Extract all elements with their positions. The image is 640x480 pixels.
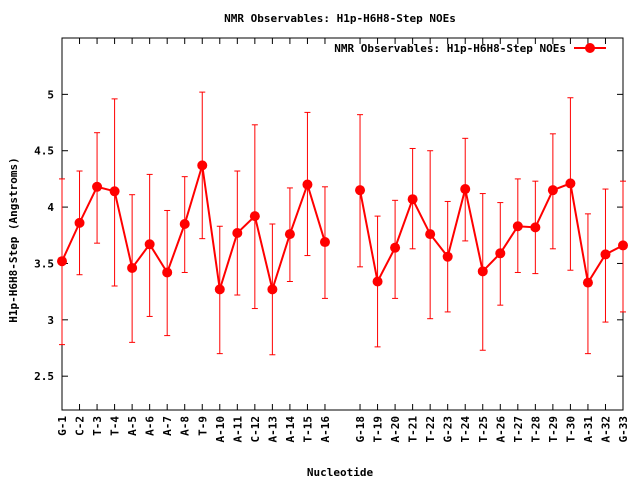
legend: NMR Observables: H1p-H6H8-Step NOEs (334, 42, 606, 55)
data-point (460, 184, 471, 195)
x-tick-label: A-8 (179, 416, 192, 436)
series-line (359, 182, 624, 286)
x-tick-label: T-27 (512, 416, 525, 443)
x-axis-label: Nucleotide (307, 466, 374, 479)
x-tick-label: G-1 (56, 416, 69, 436)
data-point (249, 211, 260, 222)
y-tick-label: 2.5 (34, 370, 54, 383)
y-tick-label: 4.5 (34, 145, 54, 158)
x-tick-label: A-6 (144, 416, 157, 436)
x-tick-label: T-3 (91, 416, 104, 436)
data-point (197, 160, 208, 171)
x-tick-label: A-16 (319, 416, 332, 443)
data-point (442, 251, 453, 262)
x-tick-label: T-19 (372, 416, 385, 443)
data-point (319, 237, 330, 248)
y-tick-label: 3.5 (34, 257, 54, 270)
x-tick-label: T-21 (407, 416, 420, 443)
data-point (477, 266, 488, 277)
x-tick-label: A-20 (389, 416, 402, 443)
data-point (109, 186, 120, 197)
data-point (390, 242, 401, 253)
x-tick-label: C-12 (249, 416, 262, 443)
x-tick-label: T-24 (459, 416, 472, 443)
plot-area: 2.5 3 3.5 4 4.5 5 G-1 C-2 T-3 T-4 A-5 A-6 A-7 A-8 T-9 A… (34, 37, 630, 443)
data-point (565, 178, 576, 189)
x-tick-label: T-25 (477, 416, 490, 443)
legend-label: NMR Observables: H1p-H6H8-Step NOEs (334, 42, 566, 55)
y-tick-label: 4 (47, 201, 54, 214)
data-point (162, 267, 173, 278)
series-line (61, 165, 326, 294)
x-tick-label: A-26 (494, 416, 507, 443)
data-point (425, 229, 436, 240)
x-tick-label: A-7 (161, 416, 174, 436)
x-tick-label: A-31 (582, 416, 595, 443)
x-tick-label: T-15 (301, 416, 314, 443)
data-point (407, 194, 418, 205)
data-point (232, 228, 243, 239)
y-tick-label: 3 (47, 314, 54, 327)
x-tick-label: A-11 (231, 416, 244, 443)
x-tick-label: T-4 (109, 416, 122, 436)
x-tick-label: T-28 (529, 416, 542, 443)
data-point (284, 229, 295, 240)
data-point (372, 276, 383, 287)
data-point (214, 284, 225, 295)
x-tick-label: A-5 (126, 416, 139, 436)
chart-title: NMR Observables: H1p-H6H8-Step NOEs (224, 12, 456, 25)
data-point (618, 240, 628, 251)
data-point (92, 181, 103, 192)
data-point (179, 219, 190, 229)
x-tick-label: T-22 (424, 416, 437, 443)
x-tick-label: T-30 (564, 416, 577, 443)
data-point (355, 185, 366, 196)
data-point (74, 217, 85, 228)
legend-marker (585, 43, 595, 53)
x-tick-label: C-2 (74, 416, 87, 436)
data-point (582, 277, 593, 288)
x-tick-label: A-13 (266, 416, 279, 443)
y-tick-label: 5 (47, 88, 54, 101)
x-tick-label: G-18 (354, 416, 367, 443)
data-point (495, 248, 506, 259)
data-point (530, 222, 541, 233)
data-point (600, 249, 611, 260)
data-point (547, 185, 558, 196)
data-point (302, 179, 313, 190)
data-point (267, 284, 278, 295)
data-point (127, 262, 138, 273)
x-tick-label: T-9 (196, 416, 209, 436)
data-point (57, 256, 67, 267)
x-tick-label: A-10 (214, 416, 227, 443)
x-tick-label: G-23 (442, 416, 455, 443)
x-tick-label: T-29 (547, 416, 560, 443)
y-axis-label: H1p-H6H8-Step (Angstroms) (7, 157, 20, 323)
x-tick-label: A-14 (284, 416, 297, 443)
data-point (144, 239, 155, 250)
data-point (512, 221, 523, 232)
x-tick-label: G-33 (617, 416, 630, 443)
x-tick-label: A-32 (599, 416, 612, 443)
